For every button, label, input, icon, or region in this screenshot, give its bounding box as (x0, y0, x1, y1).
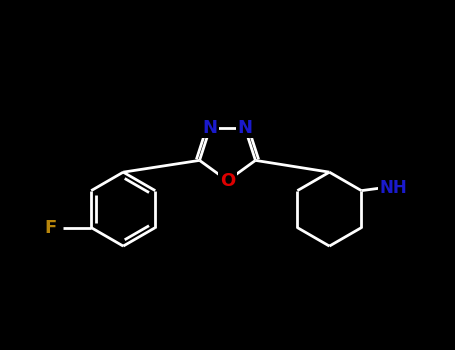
Text: NH: NH (379, 179, 407, 197)
Text: F: F (45, 219, 57, 237)
Text: N: N (237, 119, 252, 136)
Text: N: N (203, 119, 218, 136)
Text: O: O (220, 172, 235, 190)
